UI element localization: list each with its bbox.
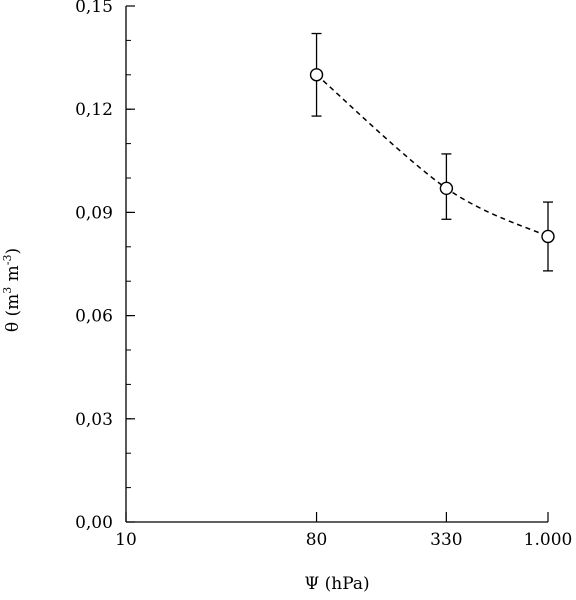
y-axis-title: θ (m3 m-3) [1, 248, 23, 332]
data-point [439, 181, 454, 196]
data-point [541, 229, 555, 244]
y-axis-title-main: θ (m [3, 294, 23, 332]
y-tick-label: 0,03 [75, 410, 113, 430]
y-axis-title-mid: m [3, 265, 23, 287]
x-tick-label: 1.000 [524, 530, 573, 550]
data-point [309, 68, 324, 82]
y-tick-label: 0,00 [75, 513, 113, 533]
series-line [316, 74, 549, 238]
y-tick-label: 0,12 [75, 100, 113, 120]
y-tick-label: 0,09 [75, 203, 113, 223]
series-layer [309, 32, 555, 272]
y-tick-label: 0,06 [75, 307, 113, 327]
y-axis-title-exp2: -3 [1, 254, 14, 265]
x-tick-label: 330 [430, 530, 462, 550]
x-tick-label: 80 [306, 530, 328, 550]
axes: 0,00 0,03 0,06 0,09 0,12 0,15 10 80 330 1.000 [75, 0, 572, 550]
y-tick-label: 0,15 [75, 0, 113, 17]
x-tick-label: 10 [115, 530, 137, 550]
y-axis-title-exp1: 3 [1, 287, 14, 294]
y-axis-title-close: ) [3, 248, 23, 255]
x-axis-title: Ψ (hPa) [304, 574, 369, 594]
